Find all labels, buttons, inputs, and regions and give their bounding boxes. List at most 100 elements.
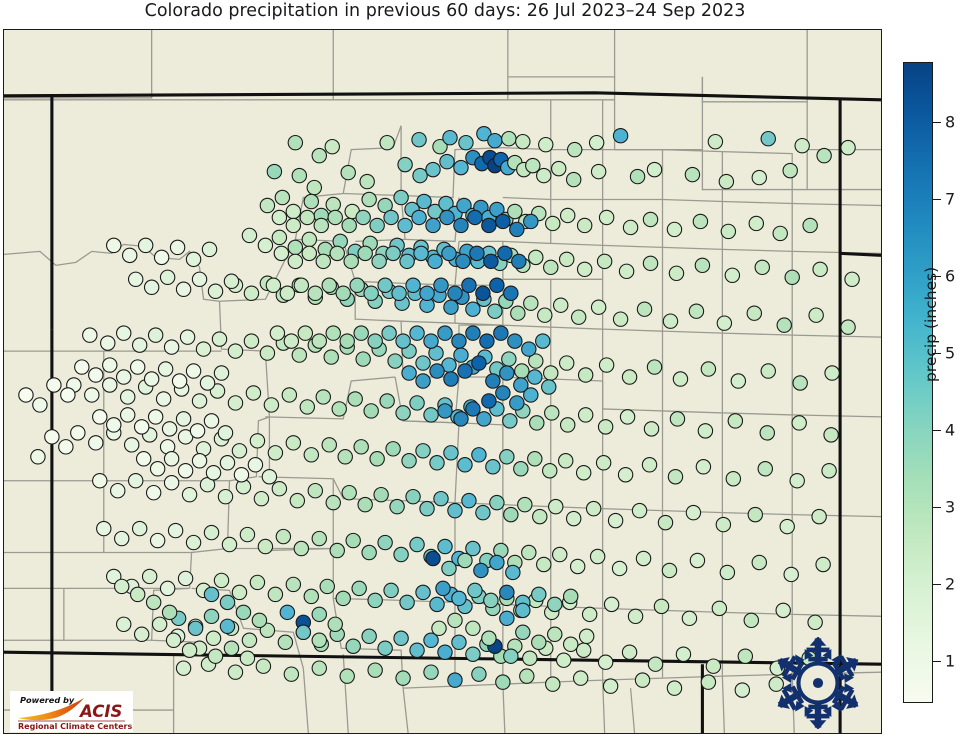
precip-station-marker[interactable]: [511, 253, 527, 270]
precip-station-marker[interactable]: [473, 562, 489, 579]
map-plot-area[interactable]: [3, 29, 882, 734]
precip-station-marker[interactable]: [433, 277, 449, 294]
precip-station-marker[interactable]: [575, 642, 592, 658]
precip-station-marker[interactable]: [759, 425, 775, 441]
precip-station-marker[interactable]: [243, 333, 260, 349]
precip-station-marker[interactable]: [465, 620, 481, 637]
precip-station-marker[interactable]: [700, 674, 717, 690]
precip-station-marker[interactable]: [311, 530, 328, 547]
precip-station-marker[interactable]: [203, 413, 220, 429]
precip-station-marker[interactable]: [177, 570, 194, 587]
precip-station-marker[interactable]: [612, 127, 629, 144]
precip-station-marker[interactable]: [397, 156, 413, 173]
precip-station-marker[interactable]: [642, 255, 659, 272]
precip-station-marker[interactable]: [531, 634, 547, 650]
precip-station-marker[interactable]: [74, 359, 90, 375]
precip-station-marker[interactable]: [447, 672, 463, 688]
precip-station-marker[interactable]: [92, 472, 108, 489]
precip-station-marker[interactable]: [227, 343, 244, 359]
precip-station-marker[interactable]: [293, 540, 310, 557]
precip-station-marker[interactable]: [127, 271, 144, 288]
precip-station-marker[interactable]: [151, 616, 168, 633]
precip-station-marker[interactable]: [429, 363, 445, 379]
precip-station-marker[interactable]: [137, 237, 154, 254]
precip-station-marker[interactable]: [576, 261, 593, 278]
precip-station-marker[interactable]: [283, 666, 300, 682]
precip-station-marker[interactable]: [465, 401, 481, 417]
precip-station-marker[interactable]: [543, 365, 559, 381]
precip-station-marker[interactable]: [201, 241, 218, 258]
precip-station-marker[interactable]: [483, 253, 499, 270]
precip-station-marker[interactable]: [523, 387, 539, 403]
precip-station-marker[interactable]: [748, 215, 765, 232]
precip-station-marker[interactable]: [501, 130, 517, 147]
precip-station-marker[interactable]: [447, 285, 463, 301]
precip-station-marker[interactable]: [471, 355, 487, 371]
precip-station-marker[interactable]: [58, 439, 74, 455]
precip-station-marker[interactable]: [431, 620, 447, 637]
precip-station-marker[interactable]: [423, 333, 439, 349]
precip-station-marker[interactable]: [223, 640, 240, 656]
precip-station-marker[interactable]: [185, 534, 202, 551]
precip-station-marker[interactable]: [157, 361, 174, 377]
precip-station-marker[interactable]: [299, 209, 316, 226]
precip-station-marker[interactable]: [578, 628, 595, 645]
precip-station-marker[interactable]: [432, 138, 448, 155]
precip-station-marker[interactable]: [121, 247, 138, 264]
precip-station-marker[interactable]: [443, 299, 459, 315]
precip-station-marker[interactable]: [187, 620, 204, 637]
precip-station-marker[interactable]: [497, 245, 513, 262]
precip-station-marker[interactable]: [451, 634, 467, 650]
precip-station-marker[interactable]: [271, 480, 288, 497]
precip-station-marker[interactable]: [646, 161, 663, 178]
precip-station-marker[interactable]: [551, 160, 567, 177]
precip-station-marker[interactable]: [621, 644, 638, 660]
precip-station-marker[interactable]: [425, 217, 441, 234]
precip-station-marker[interactable]: [363, 403, 379, 419]
precip-station-marker[interactable]: [816, 147, 832, 164]
precip-station-marker[interactable]: [341, 217, 357, 234]
precip-station-marker[interactable]: [277, 634, 294, 650]
precip-station-marker[interactable]: [685, 504, 702, 521]
precip-station-marker[interactable]: [295, 624, 312, 641]
precip-station-marker[interactable]: [457, 552, 473, 569]
precip-station-marker[interactable]: [503, 285, 519, 301]
precip-station-marker[interactable]: [213, 365, 230, 381]
precip-station-marker[interactable]: [175, 411, 192, 427]
precip-station-marker[interactable]: [321, 277, 337, 294]
precip-station-marker[interactable]: [725, 470, 742, 487]
precip-station-marker[interactable]: [311, 660, 328, 676]
precip-station-marker[interactable]: [423, 664, 439, 680]
precip-station-marker[interactable]: [241, 227, 258, 244]
precip-station-marker[interactable]: [760, 130, 776, 147]
precip-station-marker[interactable]: [575, 465, 592, 481]
precip-station-marker[interactable]: [465, 540, 481, 557]
precip-station-marker[interactable]: [303, 193, 320, 210]
precip-station-marker[interactable]: [499, 610, 515, 627]
precip-station-marker[interactable]: [113, 578, 130, 595]
precip-station-marker[interactable]: [385, 245, 401, 262]
precip-station-marker[interactable]: [106, 237, 122, 254]
precip-station-marker[interactable]: [541, 379, 557, 395]
precip-station-marker[interactable]: [552, 297, 569, 313]
precip-station-marker[interactable]: [145, 484, 162, 501]
precip-station-marker[interactable]: [523, 213, 539, 230]
precip-station-marker[interactable]: [113, 530, 130, 547]
precip-station-marker[interactable]: [425, 161, 441, 178]
precip-station-marker[interactable]: [239, 650, 256, 666]
precip-station-marker[interactable]: [509, 221, 525, 238]
precip-station-marker[interactable]: [327, 209, 343, 226]
precip-station-marker[interactable]: [203, 524, 220, 541]
precip-station-marker[interactable]: [279, 604, 296, 621]
precip-station-marker[interactable]: [147, 327, 164, 343]
precip-station-marker[interactable]: [840, 319, 856, 335]
precip-station-marker[interactable]: [514, 363, 530, 379]
precip-station-marker[interactable]: [253, 490, 270, 507]
precip-station-marker[interactable]: [467, 582, 483, 599]
precip-station-marker[interactable]: [661, 562, 678, 579]
precip-station-marker[interactable]: [405, 277, 421, 294]
precip-station-marker[interactable]: [231, 443, 248, 459]
precip-station-marker[interactable]: [510, 305, 526, 321]
precip-station-marker[interactable]: [559, 417, 576, 433]
precip-station-marker[interactable]: [521, 341, 537, 357]
